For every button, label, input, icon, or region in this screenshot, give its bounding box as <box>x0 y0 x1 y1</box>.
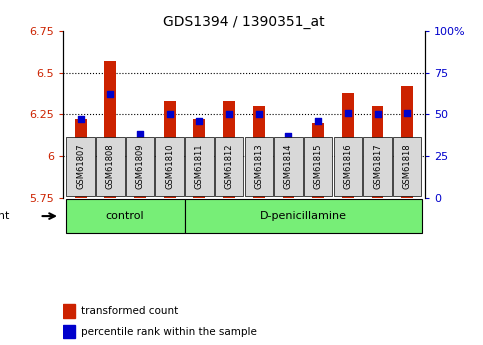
Text: GSM61810: GSM61810 <box>165 144 174 189</box>
FancyBboxPatch shape <box>274 137 303 196</box>
Text: control: control <box>106 211 144 221</box>
Point <box>136 131 144 137</box>
Bar <box>223 101 235 198</box>
FancyBboxPatch shape <box>66 137 95 196</box>
Bar <box>401 86 413 198</box>
Text: percentile rank within the sample: percentile rank within the sample <box>81 327 257 337</box>
Text: D-penicillamine: D-penicillamine <box>260 211 347 221</box>
Bar <box>104 61 116 198</box>
Text: GSM61814: GSM61814 <box>284 144 293 189</box>
Text: GSM61807: GSM61807 <box>76 144 85 189</box>
Text: GSM61812: GSM61812 <box>225 144 234 189</box>
FancyBboxPatch shape <box>66 199 185 233</box>
FancyBboxPatch shape <box>96 137 125 196</box>
Text: GSM61809: GSM61809 <box>136 144 144 189</box>
Bar <box>75 119 86 198</box>
Bar <box>283 196 295 198</box>
Text: GSM61808: GSM61808 <box>106 144 115 189</box>
FancyBboxPatch shape <box>304 137 332 196</box>
Text: GSM61817: GSM61817 <box>373 144 382 189</box>
Point <box>196 118 203 124</box>
Point <box>225 111 233 117</box>
FancyBboxPatch shape <box>244 137 273 196</box>
FancyBboxPatch shape <box>156 137 184 196</box>
FancyBboxPatch shape <box>334 137 362 196</box>
Bar <box>342 93 354 198</box>
Text: GSM61811: GSM61811 <box>195 144 204 189</box>
FancyBboxPatch shape <box>393 137 422 196</box>
Bar <box>63 304 75 317</box>
FancyBboxPatch shape <box>215 137 243 196</box>
Point <box>255 111 263 117</box>
Text: transformed count: transformed count <box>81 306 178 316</box>
Text: agent: agent <box>0 211 10 221</box>
Point <box>77 117 85 122</box>
Text: GSM61816: GSM61816 <box>343 144 352 189</box>
Bar <box>134 172 146 198</box>
Point <box>106 91 114 97</box>
FancyBboxPatch shape <box>363 137 392 196</box>
Point <box>166 111 173 117</box>
Bar <box>253 106 265 198</box>
FancyBboxPatch shape <box>185 137 213 196</box>
Text: GSM61818: GSM61818 <box>403 144 412 189</box>
Point <box>284 133 292 139</box>
Title: GDS1394 / 1390351_at: GDS1394 / 1390351_at <box>163 14 325 29</box>
FancyBboxPatch shape <box>185 199 422 233</box>
Point <box>314 118 322 124</box>
Text: GSM61815: GSM61815 <box>313 144 323 189</box>
Point <box>403 110 411 116</box>
Point <box>374 111 382 117</box>
Bar <box>164 101 176 198</box>
Point <box>344 110 352 116</box>
Text: GSM61813: GSM61813 <box>254 144 263 189</box>
FancyBboxPatch shape <box>126 137 154 196</box>
Bar <box>371 106 384 198</box>
Bar <box>193 119 205 198</box>
Bar <box>312 123 324 198</box>
Bar <box>63 325 75 338</box>
